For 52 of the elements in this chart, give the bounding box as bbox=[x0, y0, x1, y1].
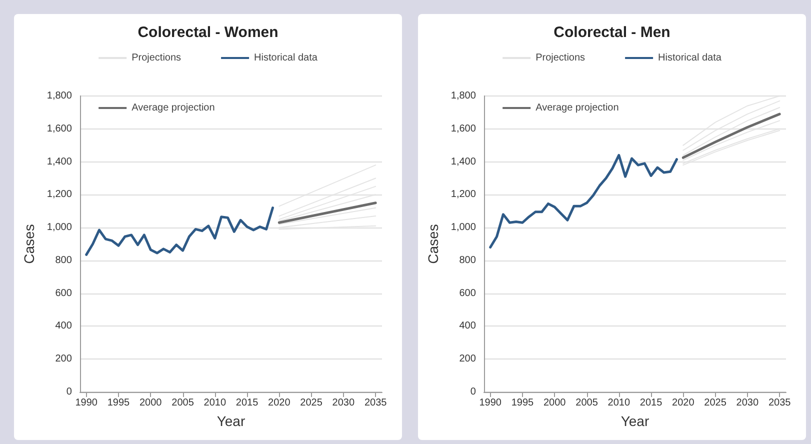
y-tick-label: 1,600 bbox=[46, 123, 72, 134]
x-tick-label: 2020 bbox=[672, 398, 695, 408]
legend-label: Projections bbox=[132, 52, 182, 64]
y-tick-label: 1,200 bbox=[450, 189, 476, 200]
legend-label: Historical data bbox=[658, 52, 722, 64]
y-axis-title: Cases bbox=[21, 224, 37, 264]
x-tick-label: 2010 bbox=[204, 398, 226, 408]
y-tick-label: 600 bbox=[459, 288, 476, 299]
y-tick-label: 200 bbox=[459, 354, 476, 365]
y-tick-label: 1,800 bbox=[46, 90, 72, 102]
chart-title: Colorectal - Women bbox=[138, 24, 278, 41]
x-tick-label: 2000 bbox=[544, 398, 566, 408]
y-tick-label: 1,600 bbox=[450, 123, 476, 134]
y-tick-label: 1,000 bbox=[450, 222, 476, 234]
y-axis-title: Cases bbox=[425, 224, 441, 264]
chart-title: Colorectal - Men bbox=[554, 24, 670, 41]
y-tick-label: 0 bbox=[470, 386, 476, 398]
x-tick-label: 2015 bbox=[640, 398, 663, 408]
legend-label: Projections bbox=[536, 52, 586, 64]
y-tick-label: 1,400 bbox=[46, 156, 72, 168]
y-tick-label: 1,000 bbox=[46, 222, 72, 234]
y-tick-label: 400 bbox=[459, 320, 476, 332]
y-tick-label: 400 bbox=[55, 320, 72, 332]
x-tick-label: 2015 bbox=[236, 398, 259, 408]
x-tick-label: 2025 bbox=[300, 398, 323, 408]
x-tick-label: 1990 bbox=[479, 398, 502, 408]
legend-label: Average projection bbox=[132, 102, 215, 114]
x-axis-title: Year bbox=[216, 413, 246, 429]
x-tick-label: 1995 bbox=[511, 398, 534, 408]
y-tick-label: 200 bbox=[55, 354, 72, 365]
legend-label: Historical data bbox=[254, 52, 318, 64]
x-axis-title: Year bbox=[620, 413, 650, 429]
x-tick-label: 2025 bbox=[704, 398, 727, 408]
x-tick-label: 1995 bbox=[107, 398, 130, 408]
y-tick-label: 1,400 bbox=[450, 156, 476, 168]
x-tick-label: 2005 bbox=[576, 398, 598, 408]
y-tick-label: 600 bbox=[55, 288, 72, 299]
x-tick-label: 2030 bbox=[332, 398, 355, 408]
y-tick-label: 800 bbox=[459, 254, 476, 266]
x-tick-label: 2035 bbox=[364, 398, 388, 408]
x-tick-label: 1990 bbox=[75, 398, 98, 408]
x-tick-label: 2010 bbox=[608, 398, 630, 408]
x-tick-label: 2005 bbox=[172, 398, 194, 408]
x-tick-label: 2035 bbox=[768, 398, 792, 408]
y-tick-label: 0 bbox=[66, 386, 72, 398]
legend-label: Average projection bbox=[536, 102, 619, 114]
y-tick-label: 1,200 bbox=[46, 189, 72, 200]
x-tick-label: 2030 bbox=[736, 398, 759, 408]
y-tick-label: 800 bbox=[55, 254, 72, 266]
x-tick-label: 2000 bbox=[140, 398, 162, 408]
x-tick-label: 2020 bbox=[268, 398, 291, 408]
y-tick-label: 1,800 bbox=[450, 90, 476, 102]
